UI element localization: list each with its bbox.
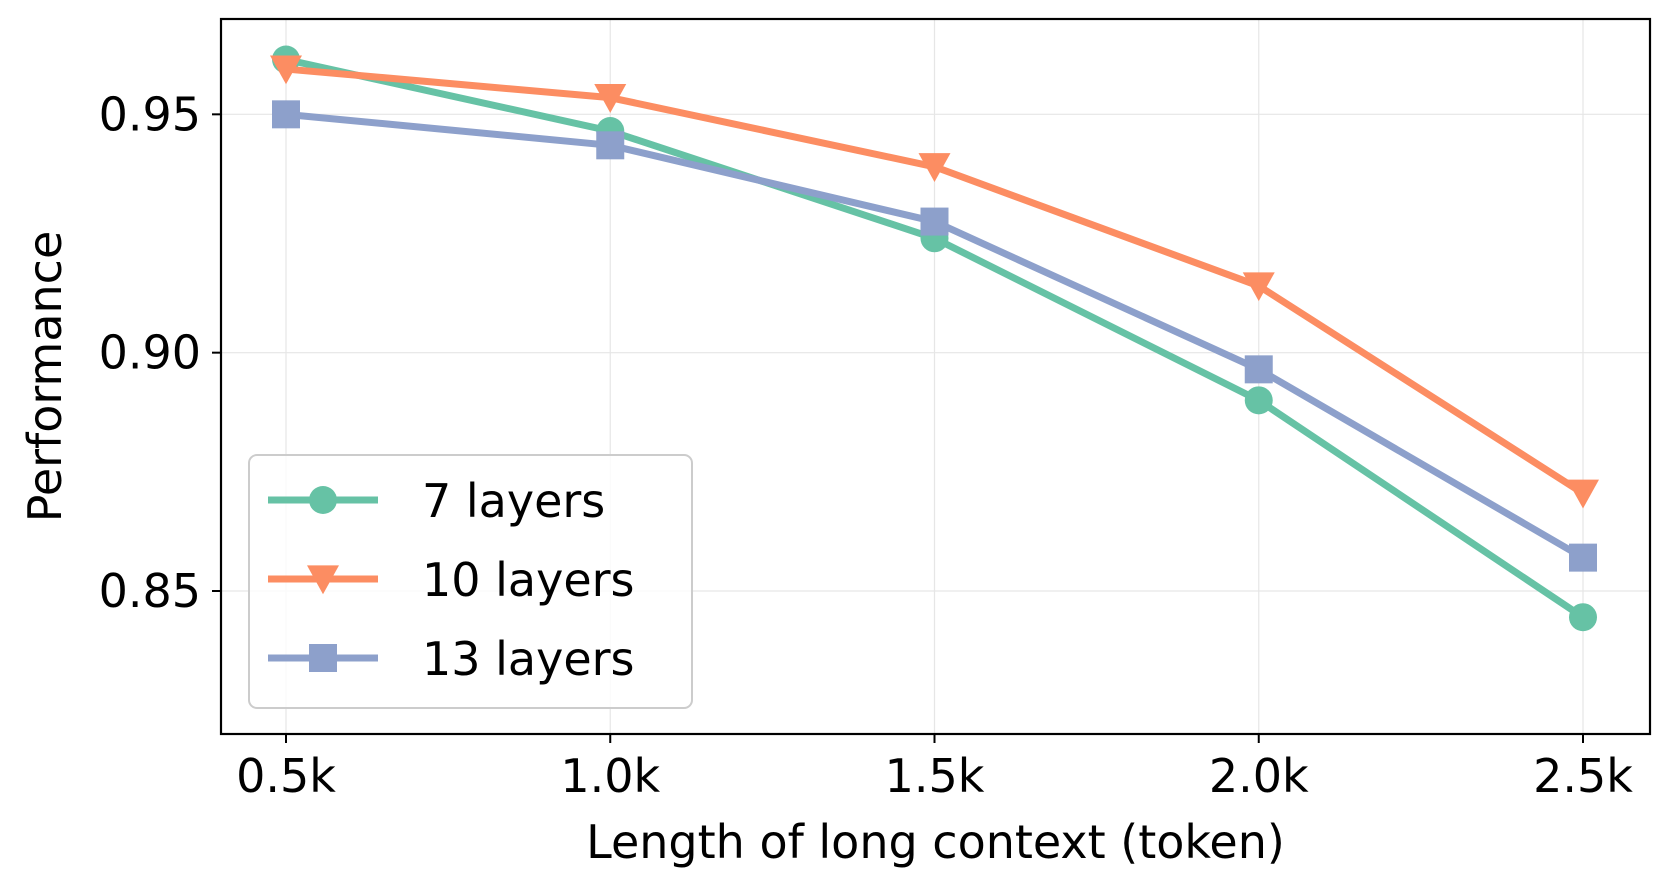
data-point [594,84,627,113]
series-13-layers [272,100,1597,572]
data-point [596,131,625,160]
data-point [1569,543,1597,572]
x-tick-label: 2.5k [1533,749,1633,803]
series-10-layers [270,55,1599,509]
data-point [1244,386,1273,415]
data-point [1569,603,1597,632]
x-tick-label: 2.0k [1209,749,1309,803]
legend-marker [309,644,337,672]
legend-label: 13 layers [422,632,635,686]
grid [221,19,1650,734]
legend-item: 10 layers [268,553,635,607]
x-tick-label: 0.5k [236,749,336,803]
y-tick-label: 0.90 [99,326,201,380]
legend-item: 7 layers [268,474,605,528]
legend-label: 10 layers [422,553,635,607]
data-point [918,153,951,182]
x-axis-label: Length of long context (token) [586,815,1285,869]
y-axis-label: Performance [18,231,72,523]
data-point [920,207,949,236]
legend: 7 layers 10 layers 13 layers [248,454,693,709]
legend-box [248,454,693,709]
data-point [1242,272,1275,302]
data-point [270,55,302,85]
y-tick-label: 0.95 [99,87,201,141]
data-point [1244,355,1273,384]
x-tick-label: 1.0k [560,749,660,803]
ticks: 0.5k 1.0k 1.5k 2.0k 2.5k 0.85 0.90 0.95 [99,87,1634,803]
data-point [272,100,300,129]
x-tick-label: 1.5k [885,749,985,803]
y-tick-label: 0.85 [99,564,201,618]
legend-label: 7 layers [422,474,605,528]
legend-marker [307,565,339,595]
series-group [270,45,1599,632]
data-point [1567,479,1599,509]
legend-item: 13 layers [268,632,635,686]
legend-marker [309,486,337,514]
